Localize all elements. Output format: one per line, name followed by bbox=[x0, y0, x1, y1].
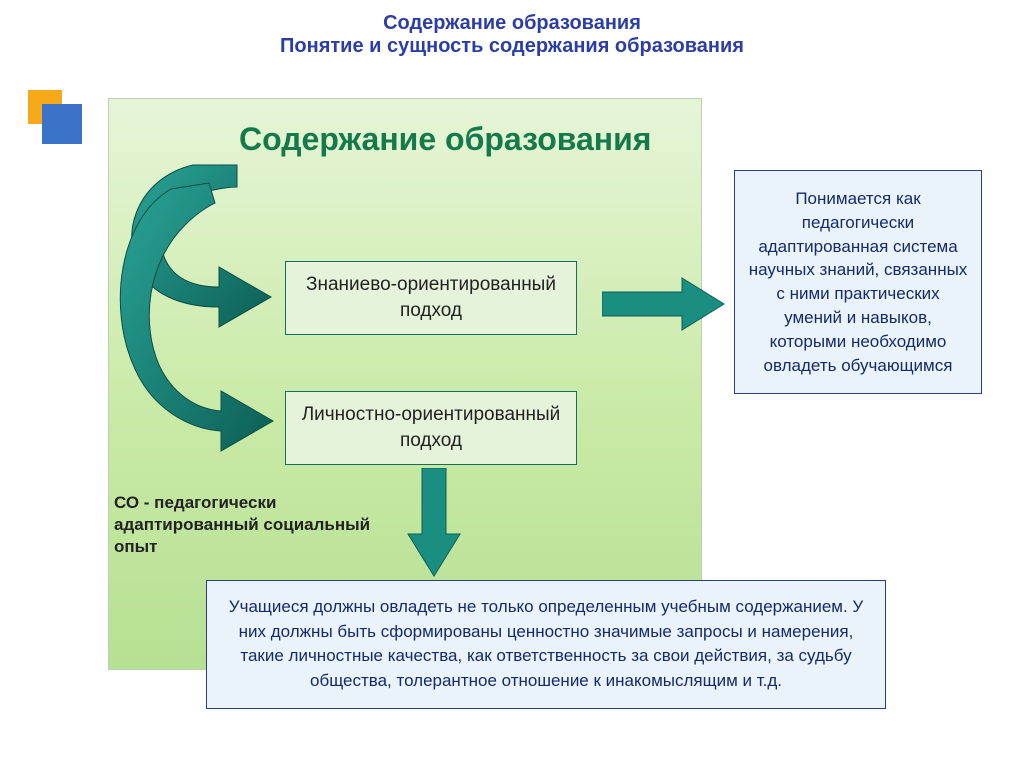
box-definition-personal: Учащиеся должны овладеть не только опред… bbox=[206, 580, 886, 709]
main-panel-title: Содержание образования bbox=[239, 121, 651, 158]
note-line-1: СО - педагогически bbox=[114, 492, 384, 514]
header-title: Содержание образования bbox=[0, 12, 1024, 35]
box-definition-knowledge-text: Понимается как педагогически адаптирован… bbox=[749, 189, 968, 375]
arrow-right bbox=[602, 274, 726, 334]
note-line-3: опыт bbox=[114, 536, 384, 558]
slide-header: Содержание образования Понятие и сущност… bbox=[0, 0, 1024, 66]
box-definition-personal-text: Учащиеся должны овладеть не только опред… bbox=[229, 597, 863, 690]
note-so-definition: СО - педагогически адаптированный социал… bbox=[114, 492, 384, 558]
box-personal-approach-label: Личностно-ориентированный подход bbox=[300, 402, 562, 453]
box-personal-approach: Личностно-ориентированный подход bbox=[285, 391, 577, 465]
box-knowledge-approach-label: Знаниево-ориентированный подход bbox=[300, 272, 562, 323]
curved-arrows bbox=[111, 159, 301, 479]
accent-blue-square bbox=[42, 104, 82, 144]
note-line-2: адаптированный социальный bbox=[114, 514, 384, 536]
box-definition-knowledge: Понимается как педагогически адаптирован… bbox=[734, 170, 982, 394]
box-knowledge-approach: Знаниево-ориентированный подход bbox=[285, 261, 577, 335]
accent-decoration bbox=[28, 90, 88, 150]
arrow-down bbox=[404, 468, 464, 578]
header-subtitle: Понятие и сущность содержания образовани… bbox=[0, 35, 1024, 58]
